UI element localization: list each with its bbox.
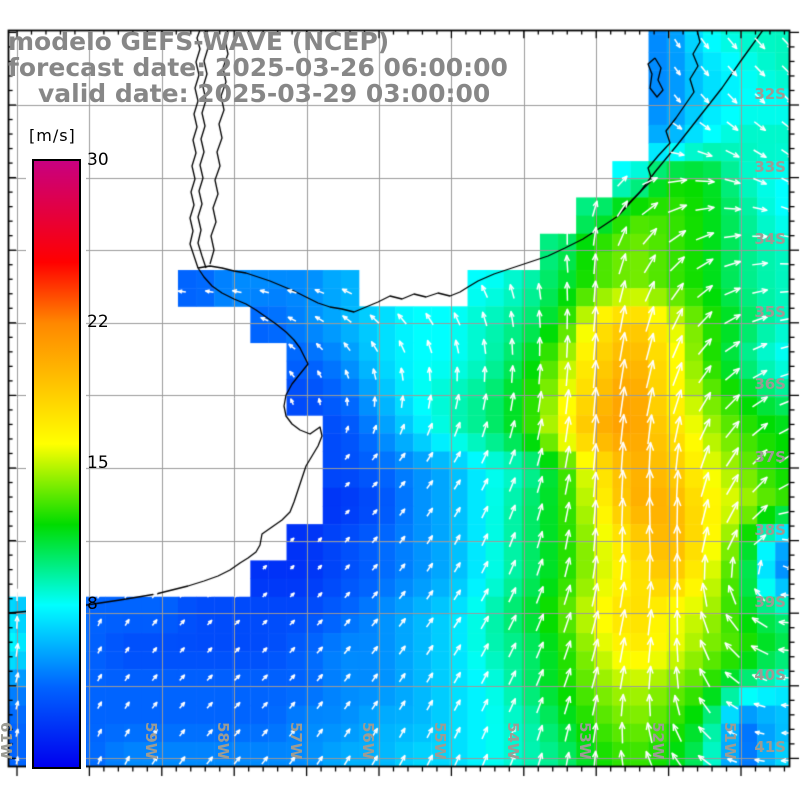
lon-label: 59W [141,722,160,760]
lon-label: 51W [721,722,739,760]
lat-label: 32S [754,85,786,103]
lat-label: 36S [754,375,786,394]
colorbar-unit-label: [m/s] [29,126,76,145]
colorbar-tick-label: 22 [87,311,109,332]
lon-label: 58W [214,722,233,760]
colorbar-tick-label: 15 [87,453,109,473]
lat-label: 33S [754,157,786,176]
colorbar-tick-label: 30 [87,150,109,170]
lon-label: 61W [0,722,15,760]
lat-label: 38S [754,520,786,539]
lat-label: 34S [754,230,786,249]
lon-label: 54W [503,722,522,760]
lat-label: 39S [754,593,786,612]
valid-date-label: valid date: 2025-03-29 03:00:00 [38,79,491,108]
lon-label: 56W [359,722,377,760]
lon-label: 57W [286,722,305,760]
lat-label: 41S [754,738,786,757]
lat-label: 37S [754,448,786,466]
lon-label: 52W [648,722,667,760]
colorbar-tick-label: 8 [87,594,98,615]
lat-label: 40S [754,665,786,684]
lat-label: 35S [754,302,786,321]
model-title: modelo GEFS-WAVE (NCEP) [8,27,390,56]
forecast-date-label: forecast date: 2025-03-26 06:00:00 [8,53,508,82]
colorbar [32,159,81,769]
lon-label: 53W [576,722,595,760]
lon-label: 55W [431,722,450,760]
